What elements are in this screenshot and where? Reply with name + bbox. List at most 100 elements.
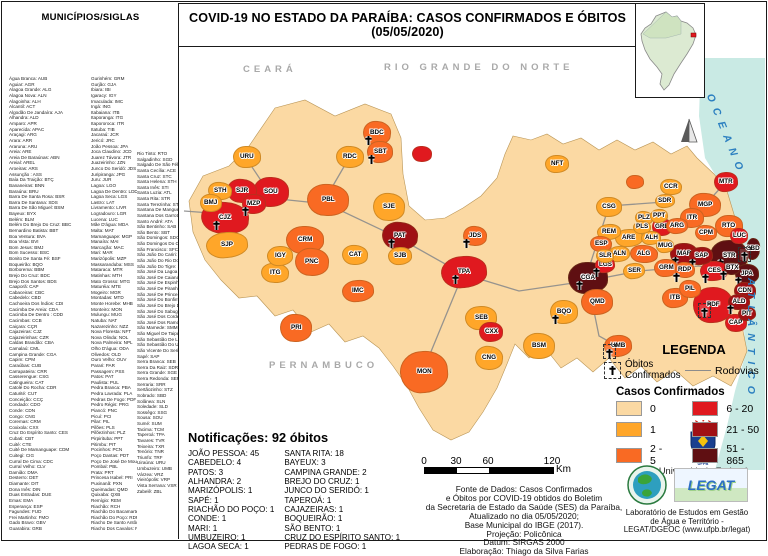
municipality-list-item: Lagoa Seca: LGS xyxy=(91,194,128,200)
municipality-label: SJR xyxy=(235,186,249,194)
legat-logo-text: LEGAT xyxy=(687,477,735,493)
municipality-list-item: Coremas: CRM xyxy=(9,419,41,425)
death-cross-icon xyxy=(697,302,712,319)
municipality-list-item: Rio Tinto: RTO xyxy=(137,151,168,156)
municipality-list-item: Olho D'água: ODA xyxy=(91,346,129,351)
municipality-list-item: Gurjão: GJA xyxy=(91,81,117,87)
municipality-list-item: Alagoa Grande: ALG xyxy=(9,87,52,93)
municipality-list-item: Aguiar: AGR xyxy=(9,81,35,87)
municipality-label: SDR xyxy=(658,196,672,204)
legend-class-item: 51 - 865 xyxy=(684,443,764,467)
municipality-list-item: Riacho Dos Cavalos: RDC xyxy=(91,526,137,531)
municipality-list-item: Camalaú: CML xyxy=(9,346,40,351)
scale-ticks: 0 30 60 120 xyxy=(421,456,574,467)
municipality-list-col1: Água Branca: AUB Aguiar: AGR Alagoa Grande… xyxy=(9,76,89,532)
source-line: Base Municipal do IBGE (2017). xyxy=(464,519,584,530)
notifications-col1: JOÃO PESSOA: 45 CABEDELO: 4 PATOS: 3 ALHAND… xyxy=(188,449,274,552)
municipality-list-item: Boa Ventura: BVA xyxy=(9,233,46,239)
death-count-item: CAMPINA GRANDE: 2 xyxy=(284,467,367,477)
municipality-list-item: Montadas: MTD xyxy=(91,295,124,301)
municipality-label: ALD xyxy=(732,297,746,305)
municipality-list-item: Santa Cecília: ACE xyxy=(137,167,177,173)
municipality-patch-qmd: QMD xyxy=(580,288,614,316)
municipality-list-item: Uiraúna: URU xyxy=(137,460,166,466)
municipality-list-item: Queimadas: QMD xyxy=(91,486,128,492)
municipality-list-item: Mãe D'água: MDA xyxy=(91,222,129,228)
municipality-list-item: Jacaraú: JCR xyxy=(91,132,119,138)
municipality-list-item: São Sebastião Do Umbuzeiro: SSU xyxy=(137,342,179,348)
municipality-list-item: Juru: JUR xyxy=(91,177,112,183)
municipality-list-item: Alagoa Nova: ALN xyxy=(9,92,47,98)
municipality-list-item: Puxinanã: PXN xyxy=(91,481,123,486)
municipality-label: CCR xyxy=(664,182,678,190)
municipality-label: SJB xyxy=(393,251,407,259)
municipality-label: SEB xyxy=(474,313,488,321)
municipality-list-item: Mamanguape: MGP xyxy=(91,233,133,239)
legend-class-label: 51 - 865 xyxy=(726,443,745,468)
municipality-patch xyxy=(411,145,433,163)
municipality-list-item: Natuba: NAT xyxy=(91,317,118,323)
municipality-list-item: Araruna: ARU xyxy=(9,143,38,149)
municipality-list-item: Maturéia: MTE xyxy=(91,284,122,290)
municipality-list-item: Baraúna: BRU xyxy=(9,188,39,194)
state-label-pe: PERNAMBUCO xyxy=(269,360,379,371)
globe-logo-icon xyxy=(627,465,667,505)
municipality-label: SER xyxy=(627,266,641,274)
municipality-list-item: Triunfo: TRF xyxy=(137,454,163,460)
source-line: Projeção: Policônica xyxy=(486,528,562,539)
scale-bar: 0 30 60 120 Km xyxy=(421,456,574,475)
municipality-list-item: Conde: CDN xyxy=(9,407,36,413)
death-cross-icon xyxy=(451,272,460,284)
municipality-list-item: Amparo: APR xyxy=(9,121,37,126)
death-cross-icon xyxy=(672,270,681,282)
municipality-list-item: Bananeiras: BNN xyxy=(9,182,45,188)
death-count-item: CONDE: 1 xyxy=(188,514,227,524)
municipality-list-item: Coxixola: CXX xyxy=(9,424,39,430)
municipality-list-item: Cuité De Mamanguape: CDM xyxy=(9,447,70,453)
municipality-label: CSG xyxy=(602,202,616,210)
municipality-list-item: Imaculada: IMC xyxy=(91,98,124,104)
municipality-label: IGY xyxy=(274,251,286,259)
paraiba-highlight xyxy=(690,32,697,38)
municipality-list-item: Damião: DMA xyxy=(9,469,38,475)
legend: LEGENDA Óbitos Confirmados Rodovias Caso… xyxy=(604,342,764,467)
municipality-patch-uru: URU xyxy=(232,145,262,169)
municipality-list-item: Aparecida: APAC xyxy=(9,126,45,132)
municipality-patch-bsm: BSM xyxy=(522,332,556,360)
municipality-list-item: Picuí: PCI xyxy=(91,413,112,419)
municipality-list-item: Princesa Isabel: PRI xyxy=(91,475,133,481)
municipality-list-item: Patos: PAT xyxy=(91,374,114,380)
municipality-list-item: Poço De José De Moura: PJM xyxy=(91,458,137,464)
municipality-patch-cat: CAT xyxy=(341,244,369,266)
legend-class-label: 21 - 50 xyxy=(726,423,760,436)
municipality-list-item: Alagoinha: ALH xyxy=(9,98,41,104)
municipality-list-item: Diamante: DIT xyxy=(9,481,39,486)
municipality-list-item: Boa Vista: BVI xyxy=(9,239,39,245)
municipality-label: BSM xyxy=(532,341,547,349)
municipality-label: BMJ xyxy=(204,198,218,206)
legend-swatch xyxy=(616,401,642,417)
municipality-patch-luc: LUC xyxy=(729,227,749,245)
municipality-list-item: Campina Grande: CGA xyxy=(9,351,57,357)
death-count-item: BOQUEIRÃO: 1 xyxy=(284,514,343,524)
municipality-list-item: Caiçara: CÇR xyxy=(9,323,38,329)
municipality-list-item: Pedra Branca: PBA xyxy=(91,385,131,391)
notifications-col2: SANTA RITA: 18 BAYEUX: 3 CAMPINA GRANDE: 2… xyxy=(284,449,400,552)
municipality-list-item: Santana De Mangueira: SDM xyxy=(137,207,179,213)
municipality-list-item: Livramento: LIVR xyxy=(91,205,127,211)
notifications-block: Notificações: 92 óbitos JOÃO PESSOA: 45 C… xyxy=(188,430,420,552)
municipality-label: ALH xyxy=(644,233,658,241)
municipality-label: CAP xyxy=(729,318,743,326)
death-cross-icon xyxy=(241,204,250,216)
death-count-item: CAJAZEIRAS: 1 xyxy=(284,505,344,515)
municipality-list-item: Pilar: PIL xyxy=(91,419,110,425)
municipality-list-item: Sumé: SUM xyxy=(137,421,162,426)
municipality-list-item: Sousa: SOU xyxy=(137,415,163,421)
source-line: Atualizado no dia 05/05/2020; xyxy=(469,510,579,521)
municipality-list-item: Manaíra: MAI xyxy=(91,239,119,245)
legat-logo: LEGAT xyxy=(674,468,748,502)
municipality-list-item: Belém Do Brejo Do Cruz: BBC xyxy=(9,222,72,228)
ufpb-abbr: UFPB xyxy=(697,461,709,466)
municipality-list-item: Esperança: ESP xyxy=(9,503,43,509)
lab-name-line: LEGAT/DGEOC (www.ufpb.br/legat) xyxy=(623,525,751,535)
